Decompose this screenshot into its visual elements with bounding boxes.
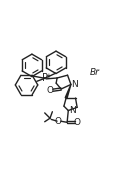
Text: N: N: [69, 106, 76, 115]
Text: O: O: [74, 118, 81, 127]
Text: O: O: [47, 86, 54, 95]
Polygon shape: [65, 84, 71, 98]
Text: ⁻: ⁻: [96, 67, 100, 76]
Text: P: P: [42, 73, 48, 83]
Text: O: O: [55, 117, 62, 126]
Text: Br: Br: [90, 68, 100, 77]
Text: +: +: [46, 73, 52, 79]
Text: N: N: [72, 80, 78, 89]
